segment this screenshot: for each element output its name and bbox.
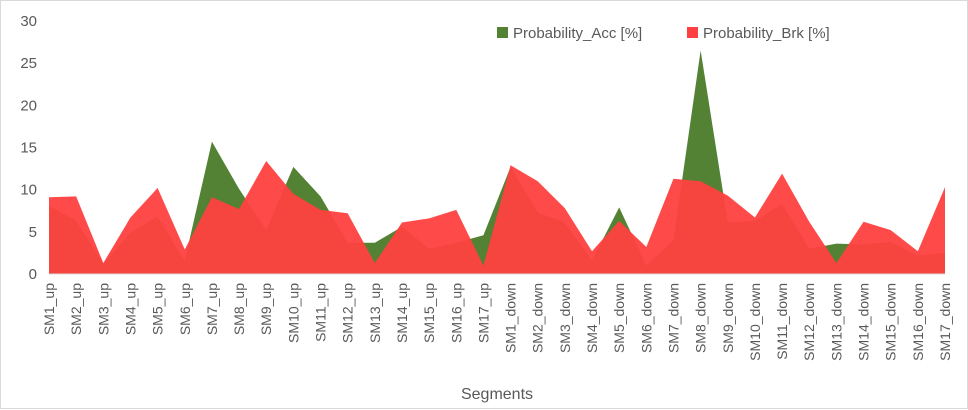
legend-swatch-brk [687,27,698,38]
y-tick-label: 0 [29,266,37,283]
x-tick-label: SM15_up [421,283,437,343]
x-tick-label: SM8_down [693,283,709,353]
x-tick-label: SM15_down [883,283,899,361]
x-tick-label: SM5_down [611,283,627,353]
x-tick-label: SM14_down [856,283,872,361]
x-tick-label: SM2_down [530,283,546,353]
x-tick-label: SM4_up [122,283,138,335]
x-tick-label: SM1_up [41,283,57,335]
x-tick-label: SM7_up [204,283,220,335]
x-tick-label: SM16_up [448,283,464,343]
x-tick-label: SM3_up [95,283,111,335]
x-tick-label: SM7_down [665,283,681,353]
x-tick-label: SM5_up [150,283,166,335]
y-tick-label: 15 [20,140,37,157]
x-tick-label: SM11_down [774,283,790,360]
x-tick-label: SM12_down [801,283,817,361]
legend: Probability_Acc [%] Probability_Brk [%] [497,25,830,42]
y-tick-label: 10 [20,182,37,199]
y-axis-ticks: 0 5 10 15 20 25 30 [20,13,37,283]
x-tick-label: SM6_down [638,283,654,353]
x-tick-label: SM13_down [828,283,844,361]
x-axis-title: Segments [461,386,533,403]
x-tick-label: SM10_down [747,283,763,361]
x-tick-label: SM11_up [313,283,329,342]
y-tick-label: 5 [29,224,37,241]
x-tick-label: SM17_up [475,283,491,343]
y-tick-label: 25 [20,55,37,72]
x-tick-label: SM14_up [394,283,410,343]
x-tick-label: SM4_down [584,283,600,353]
x-tick-label: SM16_down [910,283,926,361]
x-tick-label: SM1_down [503,283,519,353]
x-tick-label: SM12_up [340,283,356,343]
series-areas [49,50,945,274]
legend-swatch-acc [497,27,508,38]
x-axis-ticks: SM1_up SM2_up SM3_up SM4_up SM5_up SM6_up SM7_… [41,283,953,361]
y-tick-label: 30 [20,13,37,30]
x-tick-label: SM9_down [720,283,736,353]
x-tick-label: SM2_up [68,283,84,335]
x-tick-label: SM6_up [177,283,193,335]
legend-label-acc: Probability_Acc [%] [513,25,642,42]
x-tick-label: SM17_down [937,283,953,361]
x-tick-label: SM9_up [258,283,274,335]
series-area-brk [49,160,945,274]
x-tick-label: SM3_down [557,283,573,353]
x-tick-label: SM10_up [285,283,301,343]
legend-label-brk: Probability_Brk [%] [703,25,830,42]
x-tick-label: SM13_up [367,283,383,343]
y-tick-label: 20 [20,97,37,114]
x-tick-label: SM8_up [231,283,247,335]
